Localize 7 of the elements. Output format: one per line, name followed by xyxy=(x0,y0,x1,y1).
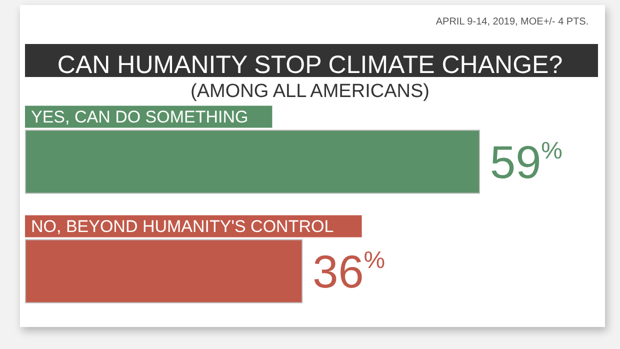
data-label: 36% xyxy=(312,245,386,298)
text: APRIL 9-14, 2019, MOE+/- 4 PTS. xyxy=(436,16,589,28)
data-label: 59% xyxy=(490,136,563,188)
chart-title: CAN HUMANITY STOP CLIMATE CHANGE? xyxy=(57,51,563,79)
y-tick-label: NO, BEYOND HUMANITY'S CONTROL xyxy=(31,216,334,236)
y-tick-label: YES, CAN DO SOMETHING xyxy=(31,107,248,126)
chart-subtitle: (AMONG ALL AMERICANS) xyxy=(190,81,430,102)
